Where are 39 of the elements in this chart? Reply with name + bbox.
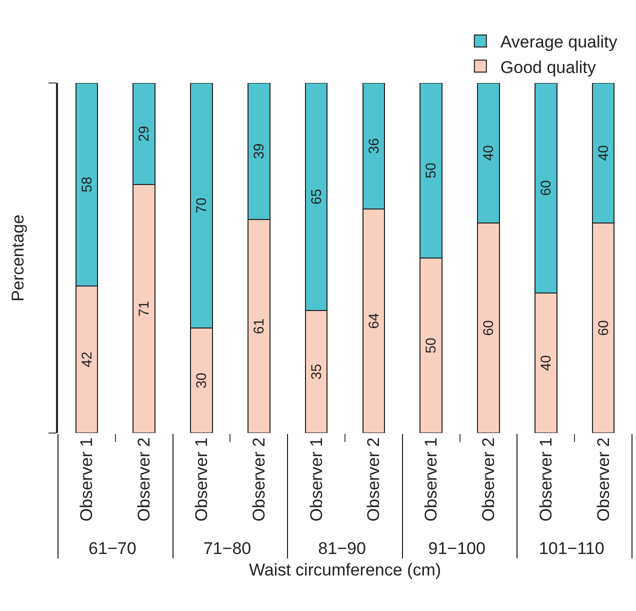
x-tick-label: Observer 1 xyxy=(536,437,556,522)
data-label: 64 xyxy=(365,313,382,329)
data-label: 50 xyxy=(422,162,439,178)
x-tick-label: Observer 1 xyxy=(77,437,96,522)
x-tick-label: Observer 1 xyxy=(422,437,441,522)
data-label: 42 xyxy=(78,352,94,368)
text: 91−100 xyxy=(428,539,486,558)
data-label: 71 xyxy=(136,300,152,317)
data-label: 35 xyxy=(308,364,324,380)
data-label: 60 xyxy=(594,320,611,336)
legend-label: Average quality xyxy=(500,32,618,52)
text: 81−90 xyxy=(318,539,366,558)
data-label: 60 xyxy=(537,180,554,196)
text: 71−80 xyxy=(203,539,252,558)
data-label: 50 xyxy=(422,338,439,354)
x-tick-label: Observer 2 xyxy=(479,437,498,522)
data-label: 65 xyxy=(308,188,324,205)
x-tick-label: Observer 1 xyxy=(306,437,326,522)
legend-label: Good quality xyxy=(500,58,596,77)
data-label: 61 xyxy=(250,318,266,334)
data-label: 29 xyxy=(136,126,152,142)
x-tick-label: Observer 2 xyxy=(594,437,613,522)
data-label: 40 xyxy=(594,145,611,161)
x-tick-label: Observer 2 xyxy=(134,437,154,522)
data-label: 39 xyxy=(250,143,266,160)
x-axis-title: Waist circumference (cm) xyxy=(248,560,442,580)
data-label: 30 xyxy=(193,372,210,388)
data-label: 36 xyxy=(365,138,382,154)
data-label: 40 xyxy=(480,145,496,161)
data-label: 58 xyxy=(78,176,94,192)
text: 61−70 xyxy=(88,539,136,558)
y-axis-title: Percentage xyxy=(8,214,28,302)
x-tick-label: Observer 1 xyxy=(192,437,212,522)
x-tick-label: Observer 2 xyxy=(249,437,268,522)
text: 101−110 xyxy=(538,539,604,558)
x-tick-label: Observer 2 xyxy=(364,437,384,522)
data-label: 40 xyxy=(537,355,554,371)
data-label: 70 xyxy=(193,198,210,214)
data-label: 60 xyxy=(480,320,496,336)
